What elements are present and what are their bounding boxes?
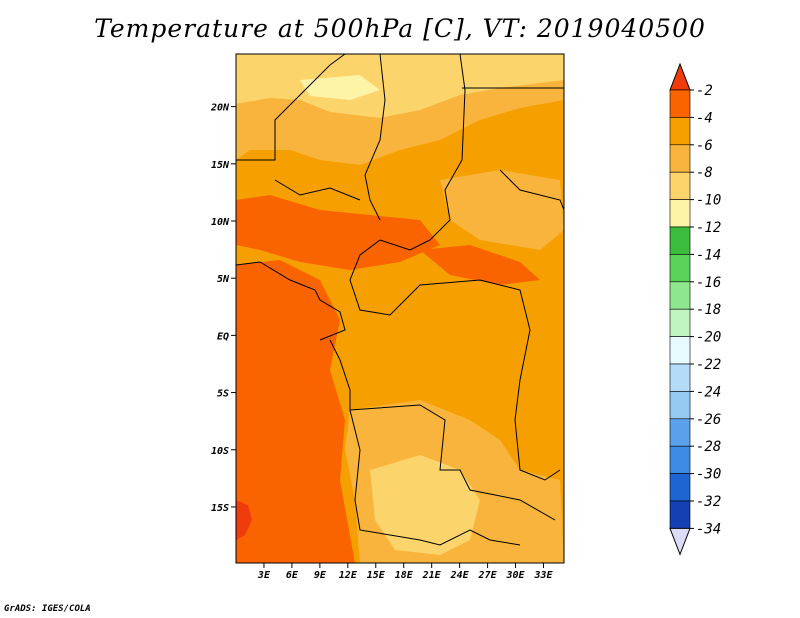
colorbar-label: -10 <box>696 193 721 209</box>
temperature-field <box>236 54 564 563</box>
x-tick-label: 6E <box>286 570 299 581</box>
y-tick-label: EQ <box>217 331 229 342</box>
y-tick-label: 20N <box>210 103 230 114</box>
colorbar-swatch <box>669 473 691 502</box>
colorbar-swatch <box>669 391 691 420</box>
colorbar-label: -30 <box>696 467 721 483</box>
field-band-minus2-spot <box>236 500 252 540</box>
grads-credit: GrADS: IGES/COLA <box>4 604 91 614</box>
country-borders <box>236 54 564 546</box>
y-axis-ticks: 20N 15N 10N 5N EQ 5S 10S 15S <box>210 103 236 514</box>
y-tick-label: 5S <box>217 389 229 400</box>
x-tick-label: 12E <box>339 570 358 581</box>
field-band-minus10-patch <box>300 75 380 100</box>
field-band-minus4-east <box>420 245 540 285</box>
colorbar-label: -32 <box>696 494 721 510</box>
colorbar-swatch <box>669 199 691 228</box>
colorbar-label: -16 <box>696 275 721 291</box>
x-tick-label: 24E <box>450 570 470 581</box>
colorbar-swatch <box>669 89 691 118</box>
colorbar-label: -22 <box>696 357 721 373</box>
y-tick-label: 5N <box>217 274 230 285</box>
colorbar-top-arrow <box>669 62 691 91</box>
colorbar-label: -8 <box>696 165 713 181</box>
colorbar-label: -26 <box>696 412 721 428</box>
x-axis-ticks: 3E 6E 9E 12E 15E 18E 21E 24E 27E 30E 33E <box>257 563 554 581</box>
field-band-minus10-north <box>236 54 564 118</box>
y-tick-label: 15N <box>211 160 230 171</box>
y-tick-label: 15S <box>211 503 229 514</box>
y-tick-label: 10N <box>211 217 230 228</box>
field-band-minus4-west <box>236 260 355 563</box>
colorbar-bottom-arrow <box>669 527 691 556</box>
x-tick-label: 15E <box>367 570 386 581</box>
colorbar-label: -20 <box>696 330 721 346</box>
colorbar-label: -34 <box>696 521 721 537</box>
colorbar-swatch <box>669 445 691 474</box>
colorbar-swatch <box>669 117 691 146</box>
colorbar-swatch <box>669 363 691 392</box>
x-tick-label: 21E <box>422 570 442 581</box>
colorbar-swatch <box>669 226 691 255</box>
colorbar-swatch <box>669 281 691 310</box>
colorbar-swatch <box>669 418 691 447</box>
x-tick-label: 3E <box>257 570 271 581</box>
x-tick-label: 9E <box>314 570 327 581</box>
field-band-minus4-sahel <box>236 195 440 270</box>
colorbar-swatch <box>669 500 691 529</box>
x-tick-label: 30E <box>506 570 526 581</box>
field-band-minus10-south <box>370 455 480 555</box>
map-frame <box>235 53 565 564</box>
colorbar-swatch <box>669 254 691 283</box>
colorbar-label: -28 <box>696 439 721 455</box>
colorbar-swatch <box>669 171 691 200</box>
field-band-minus8-east <box>440 170 564 250</box>
x-tick-label: 33E <box>533 570 553 581</box>
y-tick-label: 10S <box>211 446 229 457</box>
colorbar-label: -14 <box>696 247 721 263</box>
colorbar-swatch <box>669 144 691 173</box>
x-tick-label: 18E <box>395 570 414 581</box>
colorbar: -2 -4 -6 -8 -10 -12 -14 -16 -18 -20 -22 -24 -26 -28 -3… <box>669 62 721 556</box>
colorbar-label: -2 <box>696 83 713 99</box>
colorbar-label: -6 <box>696 138 713 154</box>
chart-title: Temperature at 500hPa [C], VT: 201904050… <box>94 14 706 43</box>
colorbar-label: -24 <box>696 384 721 400</box>
x-tick-label: 27E <box>478 570 498 581</box>
colorbar-swatch <box>669 308 691 337</box>
colorbar-label: -4 <box>696 110 713 126</box>
colorbar-swatch <box>669 336 691 365</box>
colorbar-label: -12 <box>696 220 721 236</box>
colorbar-label: -18 <box>696 302 721 318</box>
